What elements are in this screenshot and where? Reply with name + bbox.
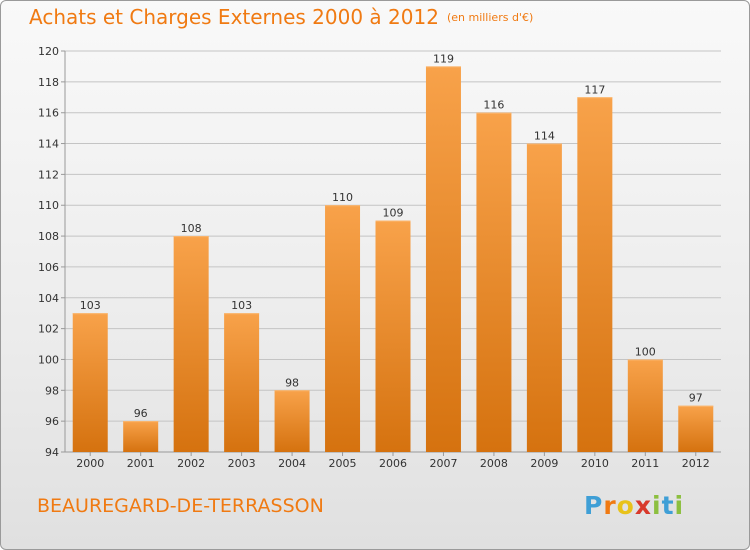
logo-letter: r: [603, 491, 617, 520]
data-label: 100: [635, 345, 656, 358]
bar: [476, 112, 512, 452]
bar: [325, 205, 361, 452]
bar: [526, 143, 562, 453]
bar: [627, 359, 663, 452]
proxiti-logo: Proxiti: [584, 491, 684, 520]
bar: [375, 220, 411, 452]
bar: [577, 97, 613, 453]
data-label: 98: [285, 376, 299, 389]
x-tick-label: 2004: [278, 457, 306, 470]
y-tick-label: 100: [38, 353, 59, 366]
x-tick-label: 2008: [480, 457, 508, 470]
y-tick-label: 120: [38, 45, 59, 58]
logo-letter: x: [634, 491, 652, 520]
bar: [123, 421, 159, 452]
data-label: 108: [181, 222, 202, 235]
x-tick-label: 2003: [228, 457, 256, 470]
data-label: 114: [534, 130, 555, 143]
bars: [72, 66, 714, 453]
y-tick-label: 114: [38, 138, 59, 151]
x-tick-label: 2007: [429, 457, 457, 470]
bar: [173, 236, 209, 452]
y-tick-label: 116: [38, 107, 59, 120]
y-tick-label: 108: [38, 230, 59, 243]
y-tick-label: 96: [45, 415, 59, 428]
town-name: BEAUREGARD-DE-TERRASSON: [37, 495, 324, 517]
data-label: 119: [433, 52, 454, 65]
y-tick-label: 112: [38, 168, 59, 181]
x-tick-label: 2005: [329, 457, 357, 470]
x-tick-label: 2002: [177, 457, 205, 470]
x-tick-label: 2006: [379, 457, 407, 470]
data-label: 103: [231, 299, 252, 312]
logo-letter: i: [652, 491, 662, 520]
data-label: 117: [584, 83, 605, 96]
data-label: 116: [483, 99, 504, 112]
bar: [72, 313, 108, 452]
labels: 94 96 98 100 102 104 106 108 110 112 114 116 118 120 1…: [38, 45, 710, 470]
data-label: 109: [383, 207, 404, 220]
bar: [274, 390, 310, 452]
chart-title-main: Achats et Charges Externes 2000 à 2012: [29, 5, 439, 29]
x-tick-label: 2011: [631, 457, 659, 470]
data-label: 97: [689, 392, 703, 405]
data-label: 110: [332, 191, 353, 204]
y-tick-label: 110: [38, 199, 59, 212]
y-tick-label: 98: [45, 384, 59, 397]
x-tick-label: 2001: [127, 457, 155, 470]
y-tick-label: 106: [38, 261, 59, 274]
y-tick-label: 94: [45, 446, 59, 459]
y-tick-label: 102: [38, 323, 59, 336]
x-tick-label: 2012: [682, 457, 710, 470]
data-label: 103: [80, 299, 101, 312]
logo-letter: P: [584, 491, 604, 520]
logo-letter: t: [661, 491, 675, 520]
bar: [425, 66, 461, 452]
x-tick-label: 2010: [581, 457, 609, 470]
y-tick-label: 104: [38, 292, 59, 305]
chart-title-unit: (en milliers d'€): [446, 11, 534, 24]
x-tick-label: 2009: [530, 457, 558, 470]
logo-letter: i: [674, 491, 685, 520]
data-label: 96: [134, 407, 148, 420]
chart-title: Achats et Charges Externes 2000 à 2012 (e…: [29, 5, 533, 29]
y-tick-label: 118: [38, 76, 59, 89]
bar: [678, 405, 714, 452]
bar: [224, 313, 260, 452]
logo-letter: o: [616, 491, 635, 520]
x-tick-label: 2000: [76, 457, 104, 470]
